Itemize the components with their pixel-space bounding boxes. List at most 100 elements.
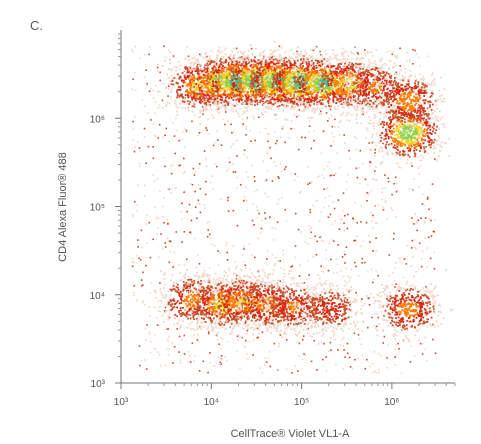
event-dot bbox=[207, 119, 209, 121]
event-dot bbox=[279, 280, 281, 282]
event-dot bbox=[422, 194, 424, 196]
event-dot bbox=[237, 339, 239, 341]
event-dot bbox=[326, 258, 328, 260]
event-dot bbox=[200, 55, 202, 57]
event-dot bbox=[325, 250, 327, 252]
event-dot bbox=[347, 353, 349, 355]
event-dot bbox=[218, 364, 220, 366]
event-dot bbox=[317, 62, 319, 64]
event-dot bbox=[354, 136, 356, 138]
event-dot bbox=[138, 257, 140, 259]
event-dot bbox=[244, 89, 246, 91]
event-dot bbox=[148, 54, 150, 56]
event-dot bbox=[264, 83, 266, 85]
event-dot bbox=[391, 194, 393, 196]
event-dot bbox=[303, 335, 305, 337]
event-dot bbox=[377, 275, 379, 277]
event-dot bbox=[221, 74, 223, 76]
event-dot bbox=[205, 127, 207, 129]
event-dot bbox=[167, 338, 169, 340]
event-dot bbox=[247, 74, 249, 76]
event-dot bbox=[311, 232, 313, 234]
event-dot bbox=[236, 351, 238, 353]
event-dot bbox=[232, 85, 234, 87]
event-dot bbox=[328, 351, 330, 353]
event-dot bbox=[311, 361, 313, 363]
event-dot bbox=[335, 173, 337, 175]
event-dot bbox=[187, 92, 189, 94]
event-dot bbox=[237, 91, 239, 93]
event-dot bbox=[262, 58, 264, 60]
event-dot bbox=[343, 223, 345, 225]
event-dot bbox=[204, 57, 206, 59]
event-dot bbox=[334, 76, 336, 78]
event-dot bbox=[346, 305, 348, 307]
event-dot bbox=[192, 343, 194, 345]
event-dot bbox=[406, 52, 408, 54]
event-dot bbox=[303, 353, 305, 355]
event-dot bbox=[420, 343, 422, 345]
event-dot bbox=[227, 120, 229, 122]
event-dot bbox=[329, 195, 331, 197]
event-dot bbox=[238, 88, 240, 90]
event-dot bbox=[190, 183, 192, 185]
event-dot bbox=[360, 246, 362, 248]
event-dot bbox=[186, 100, 188, 102]
event-dot bbox=[134, 46, 136, 48]
event-dot bbox=[315, 47, 317, 49]
event-dot bbox=[231, 58, 233, 60]
event-dot bbox=[142, 247, 144, 249]
event-dot bbox=[246, 86, 248, 88]
event-dot bbox=[295, 71, 297, 73]
event-dot bbox=[372, 282, 374, 284]
event-dot bbox=[209, 221, 211, 223]
event-dot bbox=[250, 94, 252, 96]
event-dot bbox=[207, 98, 209, 100]
event-dot bbox=[227, 104, 229, 106]
event-dot bbox=[183, 192, 185, 194]
event-dot bbox=[195, 206, 197, 208]
event-dot bbox=[221, 359, 223, 361]
event-dot bbox=[277, 102, 279, 104]
event-dot bbox=[216, 86, 218, 88]
event-dot bbox=[280, 267, 282, 269]
event-dot bbox=[276, 84, 278, 86]
event-dot bbox=[362, 163, 364, 165]
event-dot bbox=[248, 88, 250, 90]
event-dot bbox=[283, 254, 285, 256]
event-dot bbox=[263, 89, 265, 91]
event-dot bbox=[188, 362, 190, 364]
event-dot bbox=[275, 257, 277, 259]
event-dot bbox=[273, 56, 275, 58]
event-dot bbox=[224, 49, 226, 51]
event-dot bbox=[305, 354, 307, 356]
event-dot bbox=[383, 288, 385, 290]
event-dot bbox=[411, 265, 413, 267]
event-dot bbox=[215, 320, 217, 322]
event-dot bbox=[395, 344, 397, 346]
event-dot bbox=[193, 75, 195, 77]
event-dot bbox=[184, 107, 186, 109]
event-dot bbox=[330, 259, 332, 261]
event-dot bbox=[311, 117, 313, 119]
event-dot bbox=[274, 228, 276, 230]
event-dot bbox=[176, 130, 178, 132]
event-dot bbox=[203, 91, 205, 93]
event-dot bbox=[157, 67, 159, 69]
event-dot bbox=[238, 98, 240, 100]
event-dot bbox=[245, 264, 247, 266]
event-dot bbox=[212, 81, 214, 83]
event-dot bbox=[280, 80, 282, 82]
event-dot bbox=[286, 339, 288, 341]
event-dot bbox=[171, 90, 173, 92]
event-dot bbox=[159, 80, 161, 82]
event-dot bbox=[136, 204, 138, 206]
event-dot bbox=[235, 102, 237, 104]
event-dot bbox=[265, 71, 267, 73]
event-dot bbox=[169, 262, 171, 264]
event-dot bbox=[397, 343, 399, 345]
event-dot bbox=[192, 111, 194, 113]
event-dot bbox=[276, 73, 278, 75]
event-dot bbox=[277, 222, 279, 224]
event-dot bbox=[416, 230, 418, 232]
